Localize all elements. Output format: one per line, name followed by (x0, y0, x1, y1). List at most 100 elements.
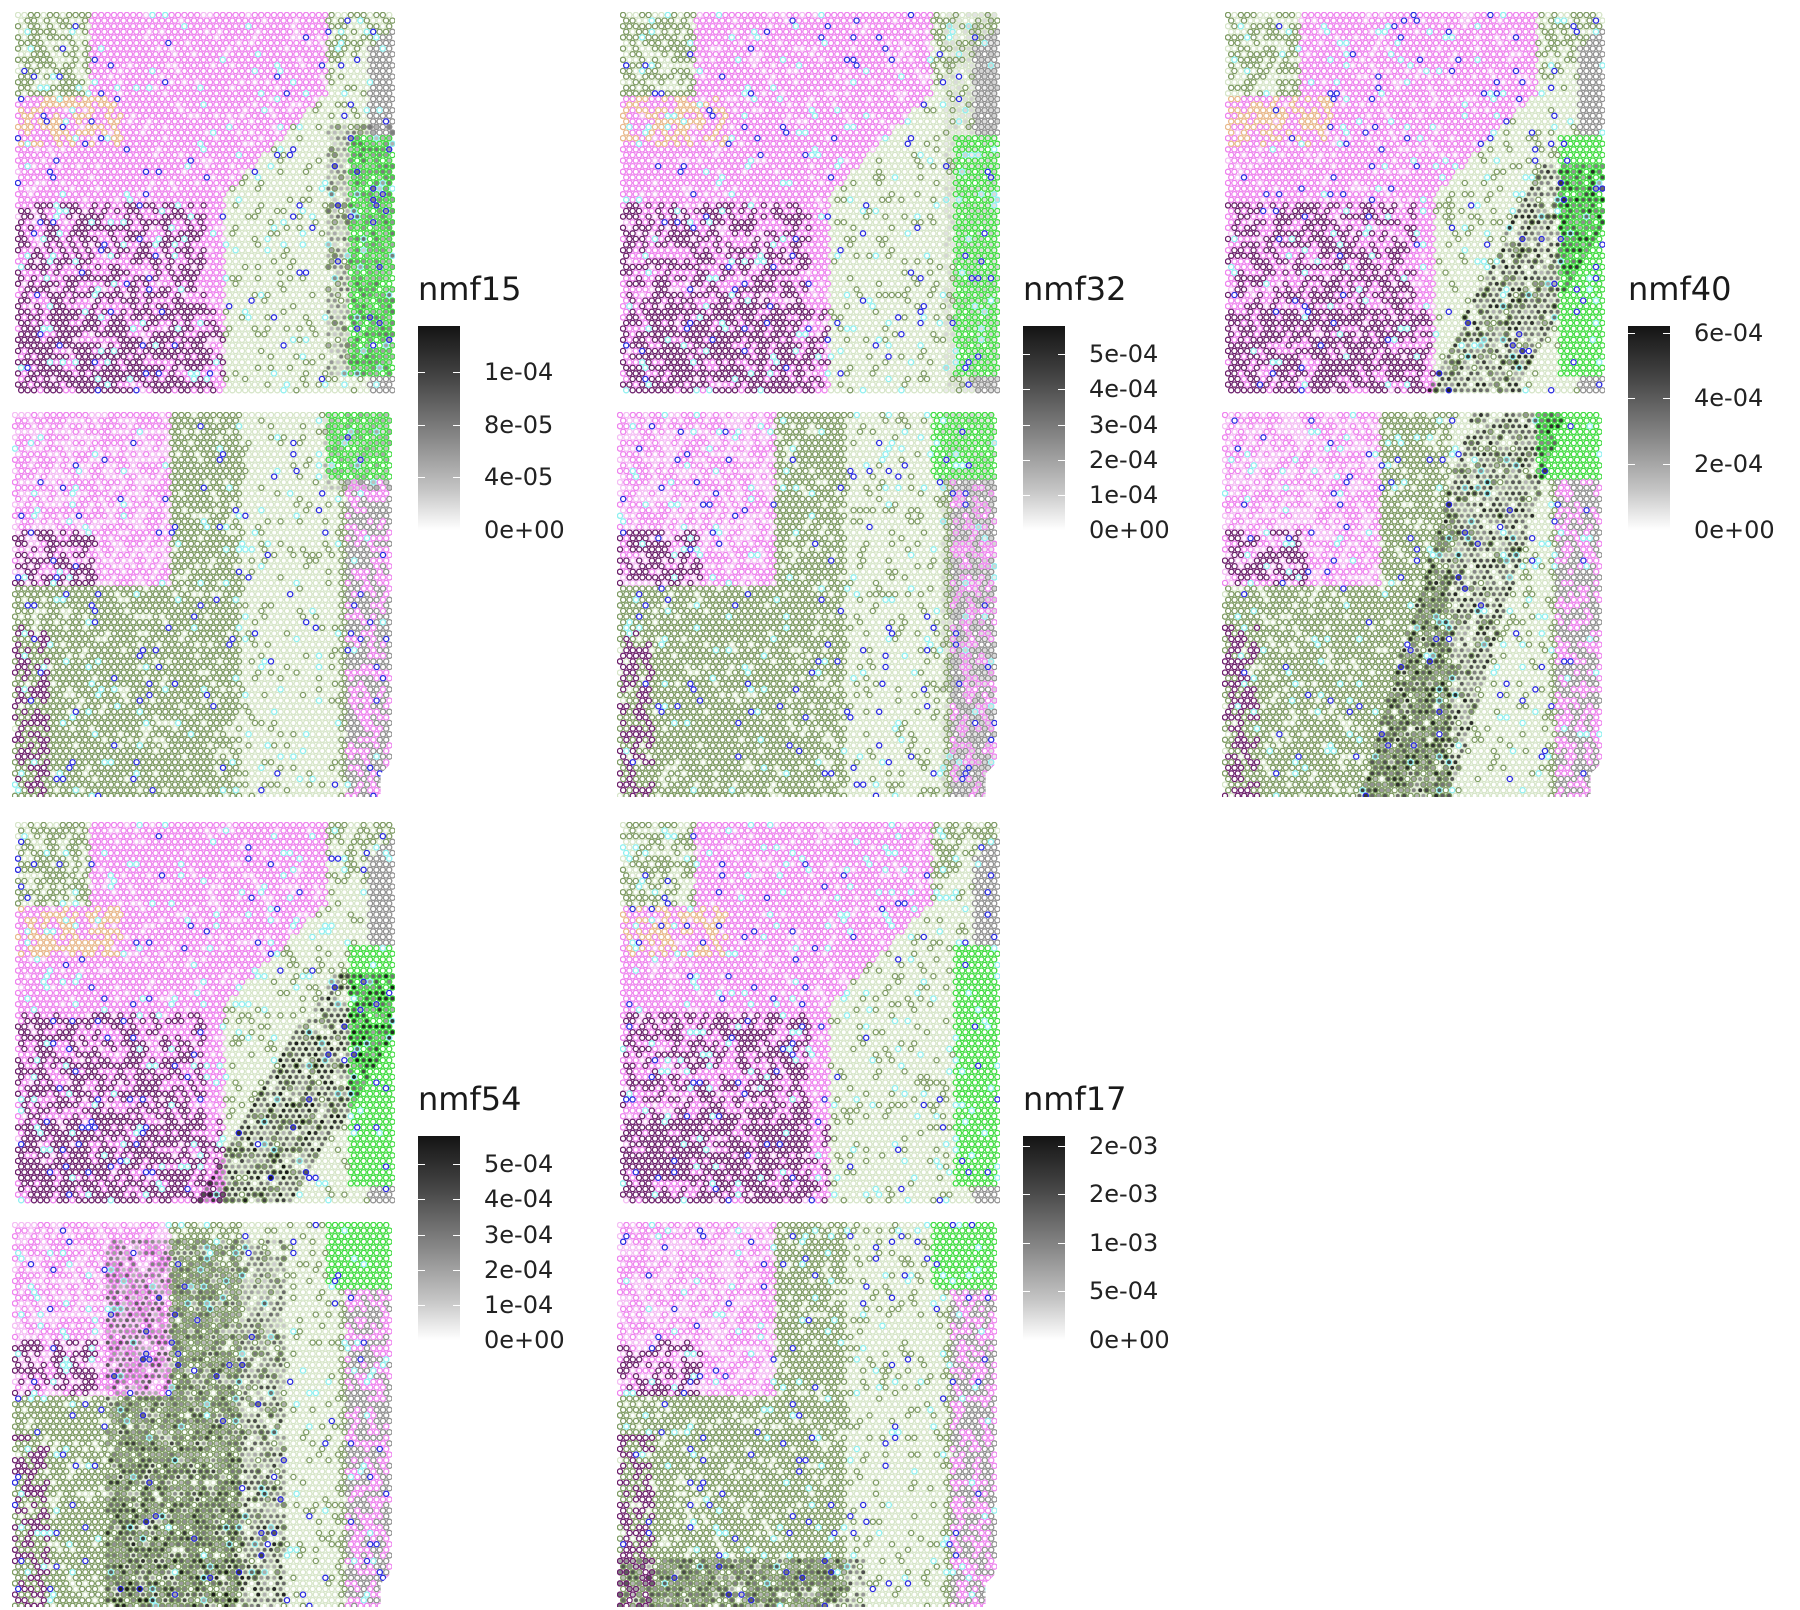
spot (197, 501, 204, 508)
spot (18, 434, 25, 441)
spot (235, 151, 243, 159)
spot (273, 241, 281, 248)
spot (94, 297, 102, 304)
spot (264, 157, 271, 164)
spot (321, 246, 329, 254)
spot (110, 314, 118, 321)
spot (174, 358, 182, 366)
spot (216, 353, 223, 360)
spot (305, 62, 313, 69)
spot (126, 28, 134, 36)
spot (17, 73, 25, 80)
spot (225, 190, 233, 198)
spot (88, 319, 95, 327)
spot (129, 22, 137, 30)
spot (354, 439, 361, 447)
spot (123, 258, 131, 265)
spot (155, 123, 163, 131)
spot (66, 495, 73, 503)
spot (289, 67, 297, 75)
spot (53, 112, 60, 120)
spot (37, 162, 44, 170)
spot (270, 146, 278, 153)
spot (200, 134, 207, 142)
spot (72, 67, 79, 75)
spot (139, 162, 147, 170)
spot (315, 34, 323, 41)
spot (69, 252, 76, 260)
spot (216, 174, 223, 181)
spot (146, 422, 153, 430)
spot (139, 129, 147, 136)
spot (232, 495, 240, 503)
spot (81, 308, 89, 316)
spot (27, 224, 35, 232)
spot (152, 274, 159, 282)
spot (369, 84, 377, 92)
spot (101, 62, 108, 69)
spot (65, 157, 73, 164)
spot (91, 22, 99, 30)
spot (110, 157, 118, 164)
spot (117, 314, 124, 321)
spot (168, 224, 175, 232)
spot (81, 274, 89, 282)
spot (315, 101, 323, 108)
spot (267, 241, 275, 248)
spot (280, 230, 287, 237)
spot (232, 325, 239, 332)
spot (46, 224, 54, 232)
spot (165, 297, 172, 304)
spot (334, 347, 342, 355)
spot (139, 151, 147, 159)
spot (241, 196, 249, 204)
spot (229, 490, 236, 497)
spot (113, 118, 121, 125)
spot (40, 269, 47, 276)
spot (145, 106, 153, 114)
spot (328, 45, 335, 52)
spot (168, 280, 175, 288)
spot (321, 224, 329, 232)
spot (360, 336, 367, 344)
spot (277, 495, 284, 503)
spot (344, 17, 351, 24)
spot (184, 467, 192, 475)
spot (306, 434, 313, 441)
spot (203, 62, 211, 69)
spot (107, 196, 115, 204)
spot (142, 146, 150, 153)
spot (37, 50, 44, 58)
spot (347, 67, 355, 75)
spot (302, 90, 310, 97)
spot (101, 375, 108, 383)
spot (133, 422, 140, 430)
spot (34, 439, 41, 447)
spot (136, 90, 143, 97)
spot (66, 417, 73, 424)
spot (337, 95, 345, 103)
spot (382, 118, 390, 125)
spot (78, 428, 86, 436)
spot (15, 168, 22, 176)
spot (43, 319, 51, 327)
spot (248, 422, 256, 430)
spot (49, 364, 57, 372)
spot (110, 190, 118, 198)
spot (334, 90, 342, 97)
spot (187, 381, 195, 388)
spot (299, 490, 307, 497)
spot (62, 50, 70, 58)
spot (216, 95, 223, 103)
spot (129, 67, 137, 75)
spot (312, 174, 319, 181)
spot (24, 422, 32, 430)
spot (37, 140, 44, 148)
spot (363, 422, 371, 430)
spot (363, 50, 371, 58)
spot (197, 17, 204, 24)
spot (161, 381, 169, 388)
spot (139, 263, 147, 271)
spot (254, 162, 262, 170)
spot (344, 263, 351, 271)
